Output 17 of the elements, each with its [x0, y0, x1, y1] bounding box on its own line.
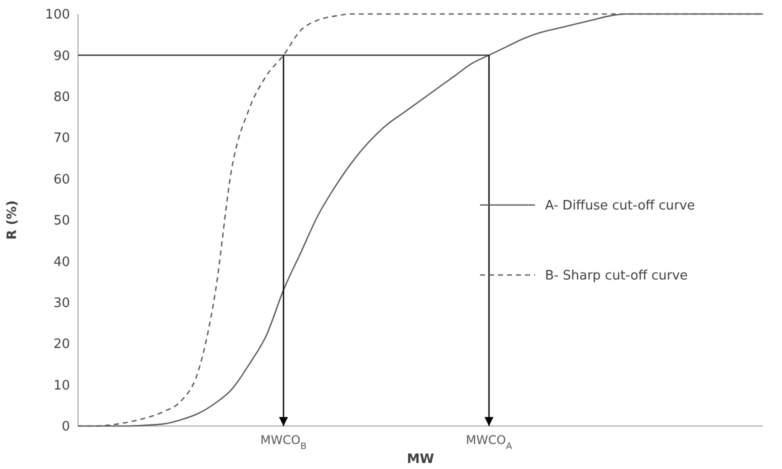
- x-tick-label: MWCO$_{A}$: [466, 433, 513, 452]
- y-tick-label: 10: [53, 378, 70, 394]
- y-tick-label: 30: [53, 296, 70, 311]
- y-tick-label: 40: [53, 254, 70, 270]
- y-tick-label: 60: [53, 172, 70, 188]
- y-tick-label: 50: [53, 214, 70, 229]
- y-tick-label: 100: [45, 8, 70, 23]
- y-axis-title: R (%): [5, 200, 20, 240]
- y-tick-label: 70: [53, 131, 70, 146]
- y-tick-label: 80: [53, 90, 70, 105]
- y-tick-label: 20: [53, 337, 70, 352]
- y-tick-label: 0: [62, 420, 70, 435]
- x-axis-title: MW: [406, 452, 434, 467]
- x-tick-label: MWCO$_{B}$: [260, 433, 307, 452]
- legend-label: A- Diffuse cut-off curve: [545, 198, 696, 214]
- y-tick-label: 90: [53, 48, 70, 64]
- legend-label: B- Sharp cut-off curve: [545, 268, 688, 284]
